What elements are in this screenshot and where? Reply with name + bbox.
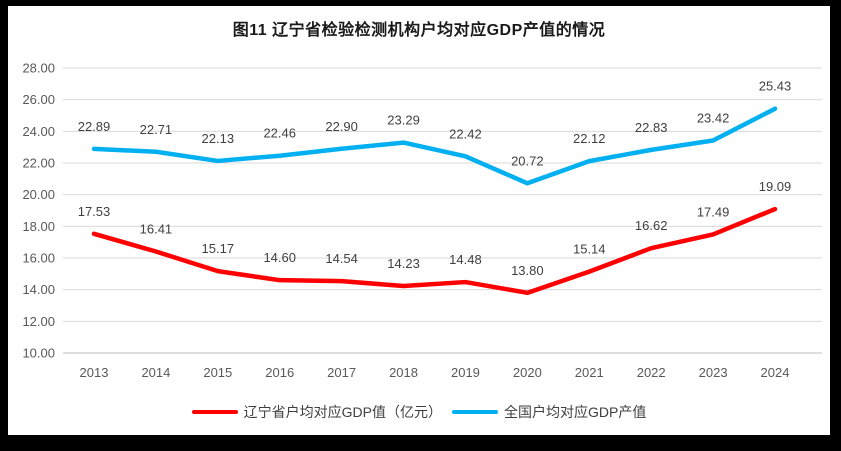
data-label: 22.12	[573, 131, 606, 146]
legend-item: 辽宁省户均对应GDP值（亿元）	[191, 402, 442, 422]
y-axis-tick-label: 18.00	[22, 219, 55, 234]
x-axis-tick-label: 2023	[699, 365, 728, 380]
data-label: 16.41	[140, 222, 173, 237]
data-label: 19.09	[759, 179, 792, 194]
data-label: 14.60	[263, 250, 296, 265]
x-axis-tick-label: 2015	[203, 365, 232, 380]
legend-label: 辽宁省户均对应GDP值（亿元）	[243, 404, 442, 420]
data-label: 23.42	[697, 111, 730, 126]
x-axis-tick-label: 2024	[761, 365, 790, 380]
series-line-0	[91, 206, 778, 296]
x-axis-tick-label: 2022	[637, 365, 666, 380]
data-label: 22.46	[263, 126, 296, 141]
y-axis-tick-label: 12.00	[22, 314, 55, 329]
x-axis-tick-label: 2021	[575, 365, 604, 380]
y-axis-tick-label: 20.00	[22, 187, 55, 202]
legend-swatch	[191, 409, 238, 415]
data-label: 25.43	[759, 79, 792, 94]
data-label: 17.49	[697, 204, 730, 219]
x-axis-tick-label: 2014	[141, 365, 170, 380]
y-axis-tick-label: 10.00	[22, 346, 55, 361]
data-label: 15.14	[573, 242, 606, 257]
data-label: 16.62	[635, 218, 668, 233]
data-label: 15.17	[202, 241, 235, 256]
data-label: 14.48	[449, 252, 482, 267]
y-axis-tick-label: 14.00	[22, 282, 55, 297]
series-line-1	[91, 106, 778, 186]
data-label: 20.72	[511, 153, 544, 168]
chart-title: 图11 辽宁省检验检测机构户均对应GDP产值的情况	[232, 22, 606, 39]
data-label: 22.71	[140, 122, 173, 137]
y-axis-tick-label: 22.00	[22, 156, 55, 171]
x-axis-tick-label: 2013	[80, 365, 109, 380]
data-label: 22.13	[202, 131, 235, 146]
data-label: 22.42	[449, 126, 482, 141]
data-label: 14.23	[387, 256, 420, 271]
x-axis-tick-label: 2017	[327, 365, 356, 380]
data-label: 17.53	[78, 204, 111, 219]
chart-plot-area: 10.00 12.00 14.00 16.00 18.00 20.00 22.00 24.00…	[22, 61, 822, 380]
x-axis-tick-label: 2020	[513, 365, 542, 380]
data-label: 22.90	[325, 119, 358, 134]
data-label: 13.80	[511, 263, 544, 278]
legend-label: 全国户均对应GDP产值	[504, 404, 647, 420]
data-label: 22.89	[78, 119, 111, 134]
chart-legend: 辽宁省户均对应GDP值（亿元） 全国户均对应GDP产值	[8, 400, 830, 424]
legend-item: 全国户均对应GDP产值	[452, 402, 646, 422]
data-label: 23.29	[387, 113, 420, 128]
y-axis-tick-label: 16.00	[22, 251, 55, 266]
y-axis-tick-label: 26.00	[22, 92, 55, 107]
y-axis-tick-label: 28.00	[22, 61, 55, 76]
data-label: 14.54	[325, 251, 358, 266]
y-axis-tick-label: 24.00	[22, 124, 55, 139]
legend-swatch	[452, 409, 498, 415]
x-axis-tick-label: 2016	[265, 365, 294, 380]
data-label: 22.83	[635, 120, 668, 135]
x-axis-tick-label: 2019	[451, 365, 480, 380]
x-axis-tick-label: 2018	[389, 365, 418, 380]
